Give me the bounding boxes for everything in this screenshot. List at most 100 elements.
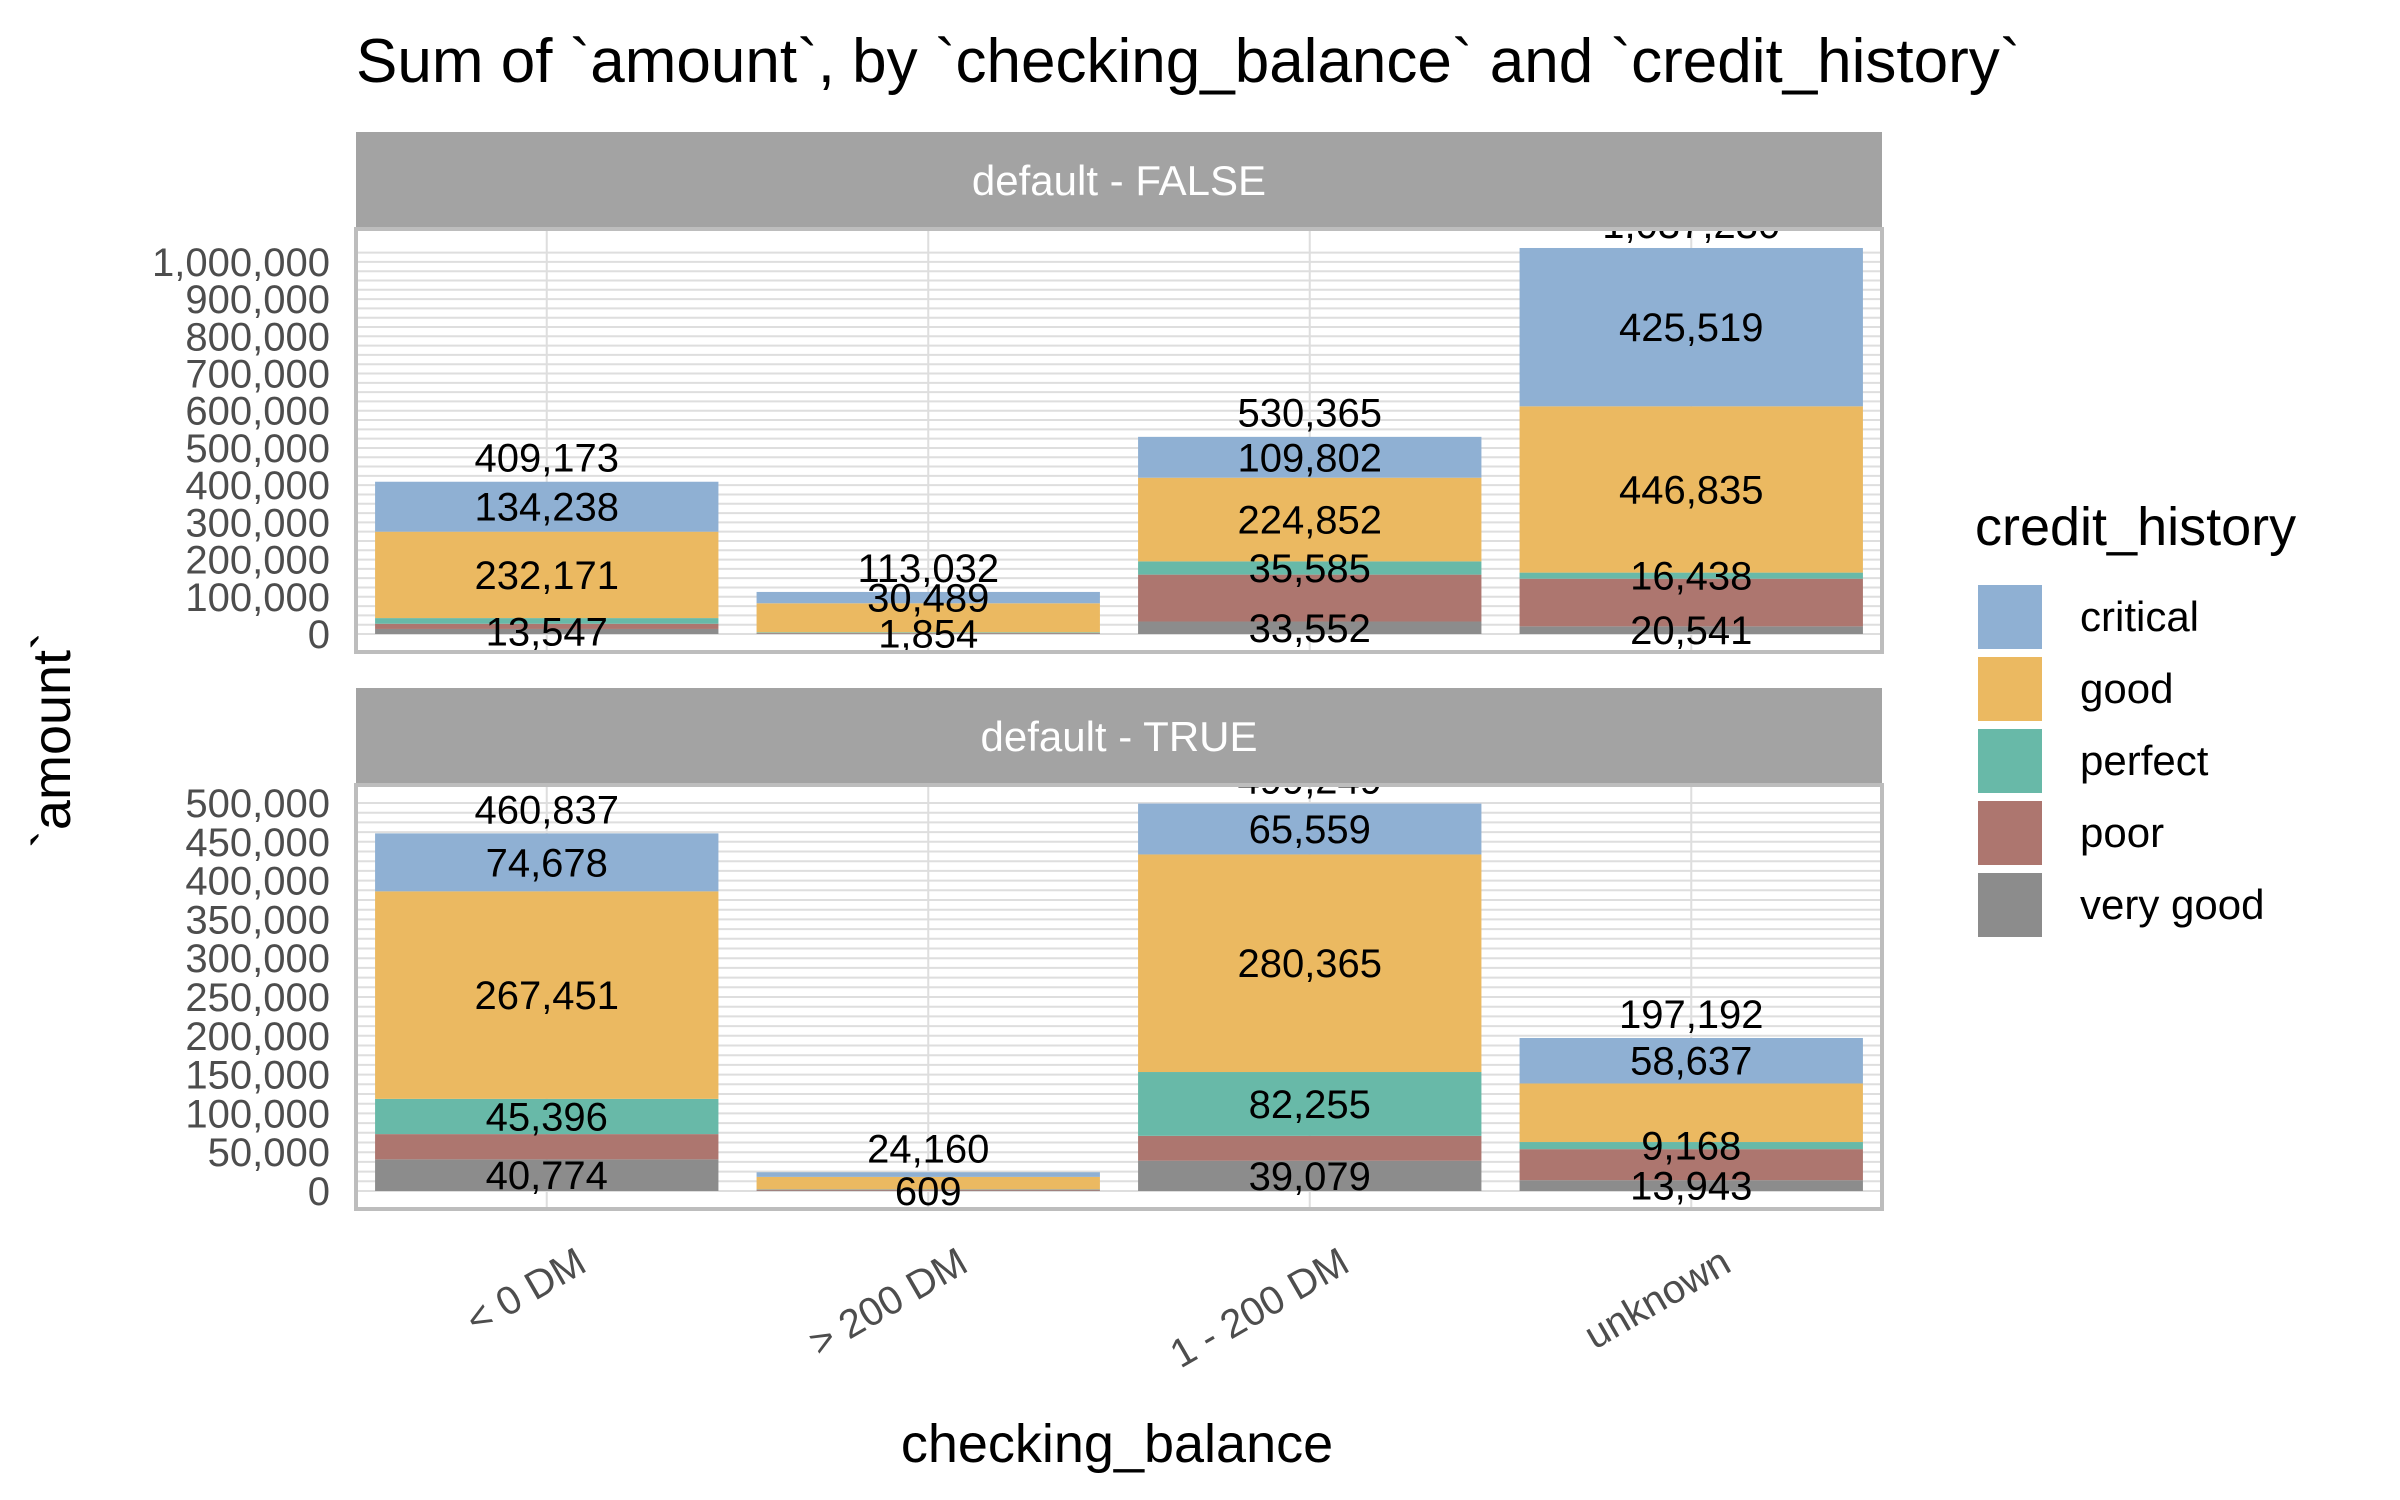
bar-segment-critical — [375, 481, 719, 532]
chart-title: Sum of `amount`, by `checking_balance` a… — [356, 27, 2020, 96]
bar-segment-perfect — [375, 1098, 719, 1135]
segment-label: 134,238 — [474, 486, 619, 530]
bar-segment-critical — [1519, 1037, 1863, 1084]
bar-segment-good — [1519, 1083, 1863, 1143]
legend-key-good — [1978, 657, 2042, 721]
y-tick-label: 250,000 — [185, 976, 330, 1020]
total-label: 499,249 — [1237, 759, 1382, 803]
legend-title: credit_history — [1975, 497, 2296, 557]
y-tick-label: 500,000 — [185, 782, 330, 826]
total-label: 113,032 — [857, 547, 999, 591]
bar-segment-very-good — [375, 628, 719, 634]
y-tick-label: 100,000 — [185, 576, 330, 620]
segment-label: 82,255 — [1249, 1083, 1371, 1127]
bar-segment-good — [1138, 477, 1482, 562]
segment-label: 33,552 — [1249, 607, 1371, 651]
segment-label: 58,637 — [1630, 1040, 1752, 1084]
segment-label: 280,365 — [1237, 942, 1382, 986]
legend-key-poor — [1978, 801, 2042, 865]
bar-labels: 40,774 45,396 267,451 74,678 460,837 60924,16… — [474, 759, 1764, 1214]
segment-label: 446,835 — [1619, 468, 1764, 512]
segment-label: 45,396 — [486, 1095, 608, 1139]
x-tick-label: > 200 DM — [802, 1240, 975, 1365]
segment-label: 609 — [895, 1170, 962, 1214]
panel-strip — [356, 688, 1882, 784]
segment-label: 425,519 — [1619, 306, 1764, 350]
segment-label: 1,854 — [878, 613, 978, 657]
y-axis-ticks: 050,000100,000150,000200,000250,000300,0… — [185, 782, 330, 1214]
y-tick-label: 600,000 — [185, 390, 330, 434]
y-tick-label: 300,000 — [185, 937, 330, 981]
y-tick-label: 800,000 — [185, 315, 330, 359]
x-axis: < 0 DM > 200 DM 1 - 200 DM unknown — [459, 1240, 1738, 1377]
x-axis-title: checking_balance — [901, 1414, 1333, 1474]
legend-items: critical good perfect poor very good — [1978, 585, 2264, 937]
bar-segment-perfect — [1138, 1072, 1482, 1136]
bar-segment-very-good — [1519, 1180, 1863, 1191]
panel-strip — [356, 132, 1882, 228]
bar-segment-perfect — [756, 632, 1100, 633]
bar-segment-very-good — [1138, 1160, 1482, 1191]
y-axis-ticks: 0100,000200,000300,000400,000500,000600,… — [152, 241, 330, 657]
panel-strip-label: default - FALSE — [972, 157, 1266, 204]
y-tick-label: 400,000 — [185, 860, 330, 904]
segment-label: 65,559 — [1249, 808, 1371, 852]
legend-key-critical — [1978, 585, 2042, 649]
x-tick-label: < 0 DM — [459, 1240, 594, 1343]
bar-labels: 13,547 232,171 134,238 409,173 1,85430,48911… — [474, 203, 1780, 657]
segment-label: 9,168 — [1641, 1125, 1741, 1169]
legend-key-perfect — [1978, 729, 2042, 793]
panel-border — [354, 227, 1884, 654]
total-label: 24,160 — [867, 1127, 989, 1171]
y-axis-title: `amount` — [22, 632, 82, 848]
y-tick-label: 200,000 — [185, 539, 330, 583]
bar-segment-critical — [1138, 436, 1482, 478]
segment-label: 224,852 — [1237, 499, 1382, 543]
y-tick-label: 50,000 — [208, 1131, 330, 1175]
segment-label: 20,541 — [1630, 609, 1752, 653]
bar-segment-good — [756, 1176, 1100, 1190]
total-label: 1,037,230 — [1602, 203, 1780, 247]
bar-segment-critical — [1138, 803, 1482, 855]
y-tick-label: 700,000 — [185, 353, 330, 397]
segment-label: 35,585 — [1249, 547, 1371, 591]
bar-segment-critical — [756, 591, 1100, 604]
segment-label: 74,678 — [486, 841, 608, 885]
total-label: 197,192 — [1619, 993, 1764, 1037]
segment-label: 232,171 — [474, 554, 619, 598]
bar-segment-very-good — [756, 633, 1100, 634]
bar-segment-very-good — [1138, 621, 1482, 634]
total-label: 460,837 — [474, 788, 619, 832]
bar-segment-poor — [756, 1189, 1100, 1191]
x-tick-label: unknown — [1577, 1240, 1738, 1358]
bar-segment-poor — [375, 1134, 719, 1160]
legend-label: very good — [2080, 881, 2264, 928]
y-tick-label: 150,000 — [185, 1054, 330, 1098]
y-tick-label: 1,000,000 — [152, 241, 330, 285]
bar-segment-good — [756, 603, 1100, 633]
total-label: 530,365 — [1237, 392, 1382, 436]
bar-segment-good — [1138, 854, 1482, 1073]
y-tick-label: 350,000 — [185, 898, 330, 942]
bar-segment-poor — [1138, 1135, 1482, 1161]
bars — [375, 247, 1863, 634]
segment-label: 109,802 — [1237, 436, 1382, 480]
panel-border — [354, 783, 1884, 1211]
bar-segment-critical — [1519, 247, 1863, 407]
segment-label: 13,547 — [486, 610, 608, 654]
y-tick-label: 400,000 — [185, 464, 330, 508]
y-tick-label: 0 — [308, 1170, 330, 1214]
legend-label: poor — [2080, 809, 2164, 856]
legend-label: critical — [2080, 593, 2199, 640]
bar-segment-poor — [1519, 578, 1863, 627]
bar-segment-poor — [1519, 1149, 1863, 1181]
y-tick-label: 100,000 — [185, 1092, 330, 1136]
panel-2: default - TRUE40,77445,396267,45174,6784… — [185, 688, 1884, 1214]
bar-segment-poor — [1138, 574, 1482, 622]
legend: credit_history critical good perfect poor ve… — [1975, 497, 2296, 937]
bar-segment-good — [375, 891, 719, 1099]
bar-segment-good — [375, 531, 719, 619]
segment-label: 40,774 — [486, 1154, 608, 1198]
segment-label: 16,438 — [1630, 555, 1752, 599]
bar-segment-perfect — [1519, 1142, 1863, 1150]
